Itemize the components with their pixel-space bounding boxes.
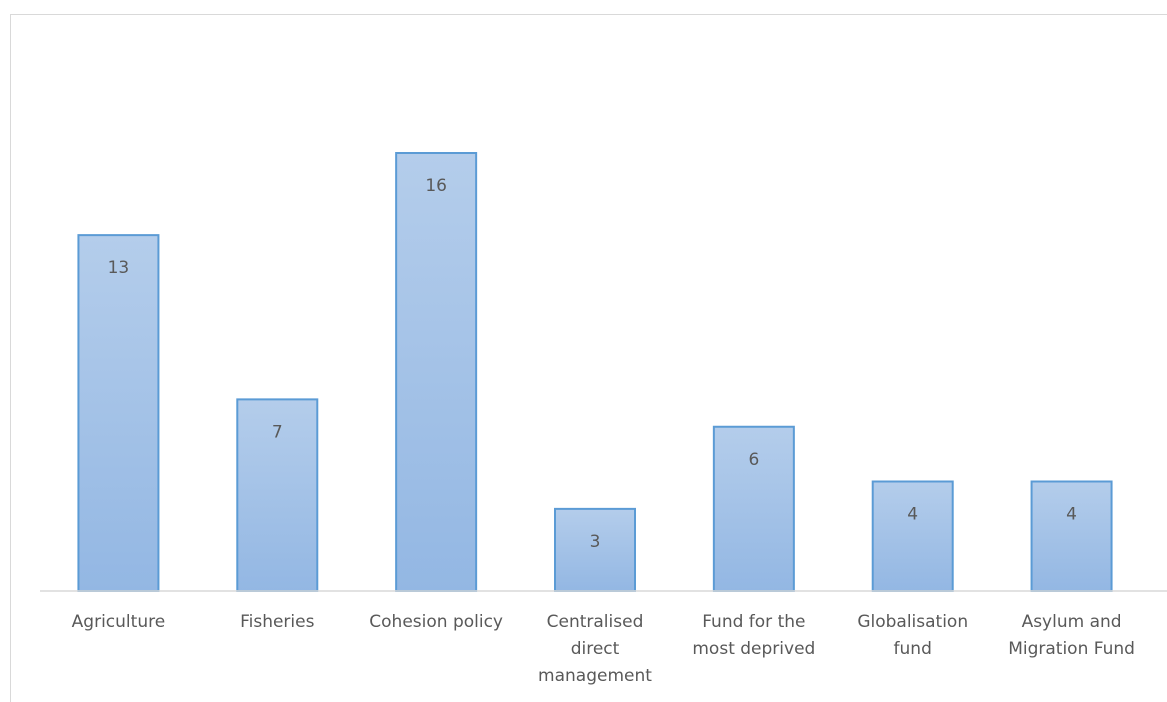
bar-globalisation-fund: [871, 480, 954, 592]
category-label: Fisheries: [240, 612, 315, 632]
data-label: 6: [748, 450, 759, 470]
category-label: Centralised direct management: [538, 612, 652, 686]
category-label-line: Centralised: [547, 612, 644, 632]
data-label: 4: [1066, 505, 1077, 525]
chart-area: [10, 14, 1167, 702]
data-label: 7: [272, 422, 283, 442]
category-label-line: Asylum and: [1022, 612, 1122, 632]
category-label-line: Fund for the: [702, 612, 805, 632]
bar-agriculture: [77, 234, 160, 592]
category-label: Agriculture: [72, 612, 166, 632]
data-label: 16: [425, 176, 447, 196]
bar-fisheries: [236, 398, 319, 592]
category-label-line: Fisheries: [240, 612, 315, 632]
category-label: Asylum and Migration Fund: [1008, 612, 1135, 659]
bar-centralised-direct-management: [554, 507, 636, 592]
category-label-line: fund: [894, 639, 932, 659]
category-label-line: Migration Fund: [1008, 639, 1135, 659]
data-label: 13: [108, 258, 130, 278]
category-label: Fund for the most deprived: [692, 612, 815, 659]
category-label: Globalisation fund: [857, 612, 968, 659]
category-label-line: management: [538, 666, 652, 686]
data-label: 4: [907, 505, 918, 525]
category-label-line: Agriculture: [72, 612, 166, 632]
category-label-line: direct: [571, 639, 620, 659]
data-label: 3: [590, 532, 601, 552]
bar-cohesion-policy: [395, 152, 478, 592]
category-label: Cohesion policy: [369, 612, 503, 632]
category-label-line: most deprived: [692, 639, 815, 659]
bar-asylum-and-migration-fund: [1030, 480, 1113, 592]
category-label-line: Globalisation: [857, 612, 968, 632]
category-label-line: Cohesion policy: [369, 612, 503, 632]
